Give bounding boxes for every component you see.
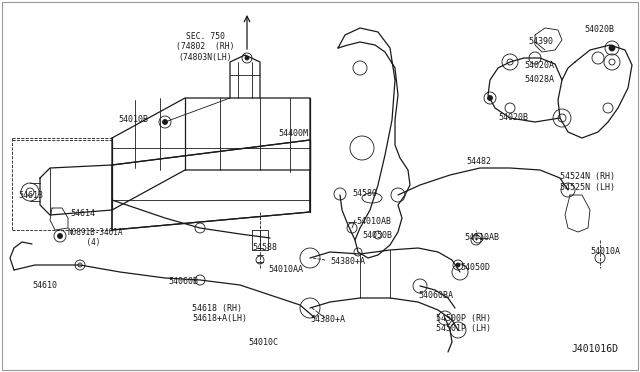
Text: J401016D: J401016D [571, 344, 618, 354]
Text: 54010AB: 54010AB [356, 218, 391, 227]
Text: SEC. 750
(74802  (RH)
(74803N(LH): SEC. 750 (74802 (RH) (74803N(LH) [176, 32, 234, 62]
Text: 54380+A: 54380+A [310, 315, 345, 324]
Text: N0891B-3401A
    (4): N0891B-3401A (4) [68, 228, 124, 247]
Circle shape [609, 45, 615, 51]
Text: 54010B: 54010B [118, 115, 148, 125]
Text: 54610: 54610 [32, 282, 57, 291]
Text: 54500P (RH)
54501P (LH): 54500P (RH) 54501P (LH) [436, 314, 491, 333]
Text: 54614: 54614 [70, 209, 95, 218]
Circle shape [245, 56, 249, 60]
Text: 54400M: 54400M [278, 128, 308, 138]
Text: 54010AA: 54010AA [268, 265, 303, 274]
Circle shape [488, 96, 493, 100]
Text: 54524N (RH)
54525N (LH): 54524N (RH) 54525N (LH) [560, 172, 615, 192]
Circle shape [163, 119, 168, 125]
Circle shape [456, 263, 460, 267]
Circle shape [58, 234, 63, 238]
Text: 54010A: 54010A [590, 247, 620, 257]
Text: 54060BA: 54060BA [418, 292, 453, 301]
Text: 54020A: 54020A [524, 61, 554, 71]
Text: 54390: 54390 [528, 38, 553, 46]
Text: 54618 (RH)
54618+A(LH): 54618 (RH) 54618+A(LH) [192, 304, 247, 323]
Circle shape [78, 263, 82, 267]
Text: 54588: 54588 [252, 244, 277, 253]
Text: 54028A: 54028A [524, 76, 554, 84]
Text: 54050B: 54050B [362, 231, 392, 241]
Text: 54482: 54482 [466, 157, 491, 167]
Text: 54580: 54580 [352, 189, 377, 199]
Text: 54020B: 54020B [498, 113, 528, 122]
Text: 54010AB: 54010AB [464, 234, 499, 243]
Text: 54060B: 54060B [168, 278, 198, 286]
Text: 54613: 54613 [18, 190, 43, 199]
Text: 54050D: 54050D [460, 263, 490, 273]
Text: 54010C: 54010C [248, 338, 278, 347]
Text: 54380+A: 54380+A [330, 257, 365, 266]
Text: 54020B: 54020B [584, 26, 614, 35]
